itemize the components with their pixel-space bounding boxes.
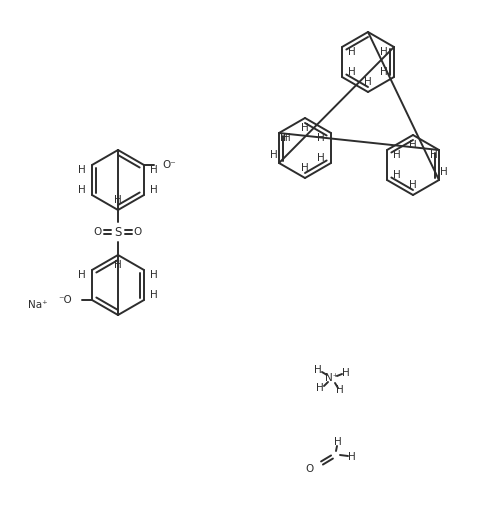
Text: H: H: [283, 133, 290, 143]
Text: H: H: [439, 167, 447, 177]
Text: H: H: [348, 67, 355, 77]
Text: N⁺: N⁺: [325, 373, 338, 383]
Text: H: H: [314, 365, 321, 375]
Text: O: O: [94, 227, 102, 237]
Text: O: O: [134, 227, 142, 237]
Text: H: H: [317, 133, 324, 143]
Text: H: H: [429, 150, 437, 160]
Text: H: H: [150, 165, 157, 175]
Text: H: H: [301, 163, 308, 173]
Text: H: H: [270, 150, 277, 160]
Text: H: H: [393, 150, 400, 160]
Text: H: H: [78, 165, 86, 175]
Text: H: H: [363, 77, 371, 87]
Text: H: H: [150, 185, 157, 195]
Text: H: H: [78, 270, 86, 280]
Text: H: H: [150, 270, 157, 280]
Text: H: H: [393, 170, 400, 180]
Text: H: H: [379, 67, 387, 77]
Text: ⁻O: ⁻O: [58, 295, 72, 305]
Text: H: H: [301, 123, 308, 133]
Text: H: H: [317, 153, 324, 163]
Text: H: H: [341, 368, 349, 378]
Text: S: S: [114, 225, 121, 239]
Text: H: H: [408, 180, 416, 190]
Text: H: H: [78, 185, 86, 195]
Text: H: H: [335, 385, 343, 395]
Text: H: H: [150, 290, 157, 300]
Text: H: H: [333, 437, 341, 447]
Text: H: H: [348, 452, 355, 462]
Text: H: H: [408, 140, 416, 150]
Text: H: H: [280, 133, 287, 143]
Text: H: H: [114, 195, 121, 205]
Text: O: O: [305, 464, 314, 474]
Text: H: H: [379, 47, 387, 57]
Text: H: H: [316, 383, 323, 393]
Text: Na⁺: Na⁺: [28, 300, 48, 310]
Text: O⁻: O⁻: [162, 160, 175, 170]
Text: H: H: [348, 47, 355, 57]
Text: H: H: [114, 260, 121, 270]
